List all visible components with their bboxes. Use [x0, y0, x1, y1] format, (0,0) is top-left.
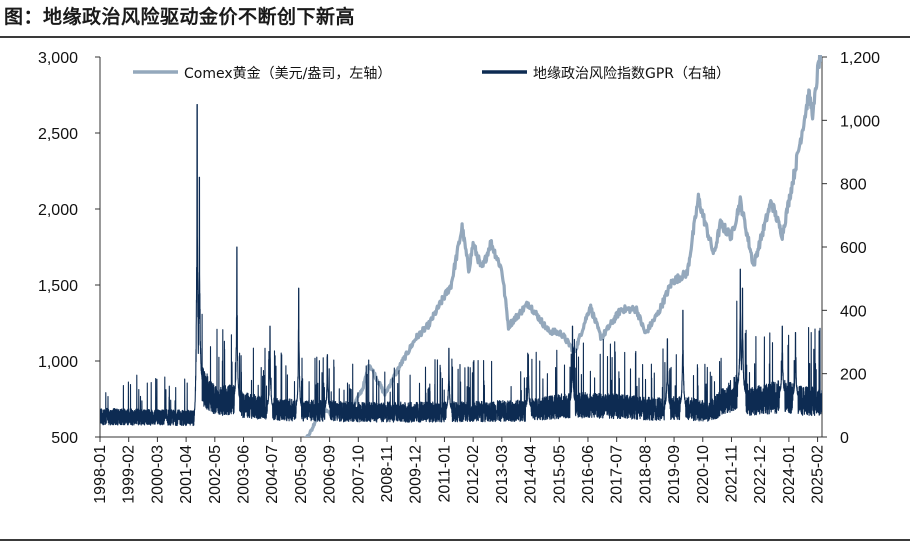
left-tick-label: 1,000	[38, 354, 78, 371]
top-rule	[0, 36, 910, 38]
x-tick-label: 2001-04	[178, 445, 195, 504]
right-tick-label: 400	[840, 303, 867, 320]
right-tick-label: 1,000	[840, 113, 880, 130]
legend: Comex黄金（美元/盎司，左轴） 地缘政治风险指数GPR（右轴）	[133, 65, 730, 82]
left-tick-label: 3,000	[38, 50, 78, 67]
x-tick-label: 2012-02	[465, 445, 482, 504]
x-tick-label: 2017-07	[609, 445, 626, 504]
right-tick-label: 800	[840, 177, 867, 194]
x-tick-label: 2007-10	[350, 445, 367, 504]
x-tick-label: 1998-01	[92, 445, 109, 504]
x-tick-label: 2005-08	[293, 445, 310, 504]
right-tick-label: 600	[840, 240, 867, 257]
x-tick-label: 2021-11	[723, 445, 740, 503]
x-tick-label: 2008-11	[379, 445, 396, 503]
left-tick-label: 500	[51, 430, 78, 447]
x-tick-label: 2009-12	[408, 445, 425, 504]
x-tick-label: 2014-04	[523, 445, 540, 504]
left-tick-label: 2,500	[38, 126, 78, 143]
x-tick-label: 2018-08	[637, 445, 654, 504]
x-tick-label: 2011-01	[436, 445, 453, 503]
x-tick-label: 2003-06	[236, 445, 253, 504]
gpr-index-line	[100, 103, 822, 427]
tick-labels: 500 1,000 1,500 2,000 2,500 3,000 0 200 400 600 80…	[38, 50, 880, 504]
x-tick-label: 2002-05	[207, 445, 224, 504]
x-tick-label: 2006-09	[322, 445, 339, 504]
right-tick-label: 200	[840, 367, 867, 384]
x-tick-label: 2025-02	[810, 445, 827, 504]
x-tick-label: 2024-01	[781, 445, 798, 504]
left-tick-label: 1,500	[38, 278, 78, 295]
x-tick-label: 2022-12	[752, 445, 769, 504]
x-tick-label: 2004-07	[264, 445, 281, 504]
chart-title: 图：地缘政治风险驱动金价不断创下新高	[4, 6, 356, 28]
gold-price-line	[304, 55, 822, 437]
x-tick-label: 2000-03	[149, 445, 166, 504]
right-tick-label: 0	[840, 430, 849, 447]
bottom-rule	[0, 539, 910, 541]
legend-gpr-label: 地缘政治风险指数GPR（右轴）	[533, 66, 730, 82]
legend-gold-label: Comex黄金（美元/盎司，左轴）	[184, 65, 391, 82]
gpr-series-group	[100, 103, 822, 427]
x-tick-label: 2015-05	[551, 445, 568, 504]
x-tick-label: 2020-10	[695, 445, 712, 504]
x-tick-label: 2013-03	[494, 445, 511, 504]
x-tick-label: 2019-09	[666, 445, 683, 504]
axes-group	[95, 56, 827, 442]
x-tick-label: 1999-02	[121, 445, 138, 504]
left-tick-label: 2,000	[38, 202, 78, 219]
right-tick-label: 1,200	[840, 50, 880, 67]
x-tick-label: 2016-06	[580, 445, 597, 504]
gold-series-group	[304, 55, 822, 437]
